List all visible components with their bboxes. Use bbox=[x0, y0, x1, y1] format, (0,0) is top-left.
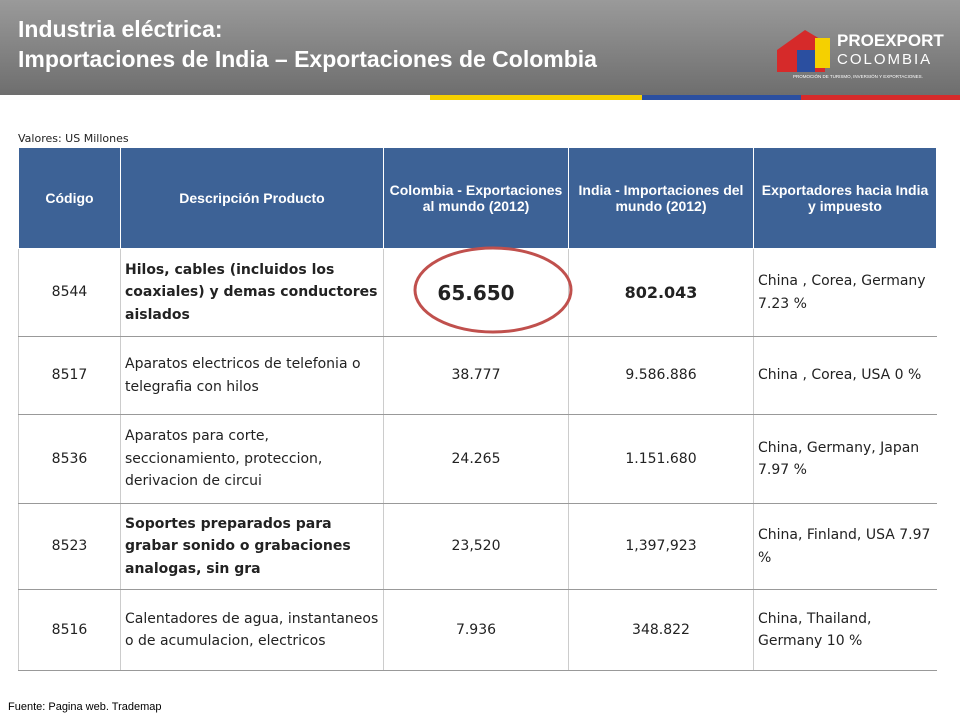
table-row: 8523 Soportes preparados para grabar soni… bbox=[18, 503, 937, 590]
colombia-exports: 65.650 bbox=[383, 248, 569, 337]
description: Aparatos electricos de telefonia o teleg… bbox=[120, 336, 384, 415]
india-imports: 348.822 bbox=[568, 589, 754, 671]
code: 8536 bbox=[18, 414, 121, 504]
title: Importaciones de India – Exportaciones d… bbox=[18, 46, 597, 72]
table: Código Descripción Producto Colombia - Exp… bbox=[18, 147, 937, 671]
column-header: Colombia - Exportaciones al mundo (2012) bbox=[383, 147, 569, 249]
colombia-exports: 38.777 bbox=[383, 336, 569, 415]
header-bar: Industria eléctrica: Importaciones de In… bbox=[0, 0, 960, 95]
india-imports: 1.151.680 bbox=[568, 414, 754, 504]
exporters-tax: China , Corea, USA 0 % bbox=[753, 336, 937, 415]
note: Valores: US Millones bbox=[18, 132, 129, 145]
exporters-tax: China, Germany, Japan 7.97 % bbox=[753, 414, 937, 504]
column-header: Código bbox=[18, 147, 121, 249]
code: 8517 bbox=[18, 336, 121, 415]
footer: Fuente: Pagina web. Trademap bbox=[8, 701, 162, 713]
colombia-exports: 7.936 bbox=[383, 589, 569, 671]
logo-name: PROEXPORT bbox=[837, 31, 944, 50]
logo-name: COLOMBIA bbox=[837, 51, 932, 68]
colombia-exports: 24.265 bbox=[383, 414, 569, 504]
exporters-tax: China , Corea, Germany 7.23 % bbox=[753, 248, 937, 337]
code: 8544 bbox=[18, 248, 121, 337]
title: Industria eléctrica: bbox=[18, 16, 223, 42]
table-row: 8516 Calentadores de agua, instantaneos o… bbox=[18, 589, 937, 671]
table-row: 8517 Aparatos electricos de telefonia o t… bbox=[18, 336, 937, 415]
description: Aparatos para corte, seccionamiento, pro… bbox=[120, 414, 384, 504]
column-header: Exportadores hacia India y impuesto bbox=[753, 147, 937, 249]
color-stripe bbox=[430, 95, 960, 100]
colombia-exports: 23,520 bbox=[383, 503, 569, 590]
description: Hilos, cables (incluidos los coaxiales) … bbox=[120, 248, 384, 337]
code: 8523 bbox=[18, 503, 121, 590]
logo-tagline: PROMOCIÓN DE TURISMO, INVERSIÓN Y EXPORT… bbox=[793, 73, 923, 79]
india-imports: 9.586.886 bbox=[568, 336, 754, 415]
description: Soportes preparados para grabar sonido o… bbox=[120, 503, 384, 590]
india-imports: 802.043 bbox=[568, 248, 754, 337]
column-header: India - Importaciones del mundo (2012) bbox=[568, 147, 754, 249]
exporters-tax: China, Thailand, Germany 10 % bbox=[753, 589, 937, 671]
exporters-tax: China, Finland, USA 7.97 % bbox=[753, 503, 937, 590]
column-header: Descripción Producto bbox=[120, 147, 384, 249]
table-row: 8544 Hilos, cables (incluidos los coaxial… bbox=[18, 248, 937, 337]
logo: PROEXPORT COLOMBIA PROMOCIÓN DE TURISMO,… bbox=[777, 30, 944, 79]
code: 8516 bbox=[18, 589, 121, 671]
description: Calentadores de agua, instantaneos o de … bbox=[120, 589, 384, 671]
india-imports: 1,397,923 bbox=[568, 503, 754, 590]
table-row: 8536 Aparatos para corte, seccionamiento,… bbox=[18, 414, 937, 504]
